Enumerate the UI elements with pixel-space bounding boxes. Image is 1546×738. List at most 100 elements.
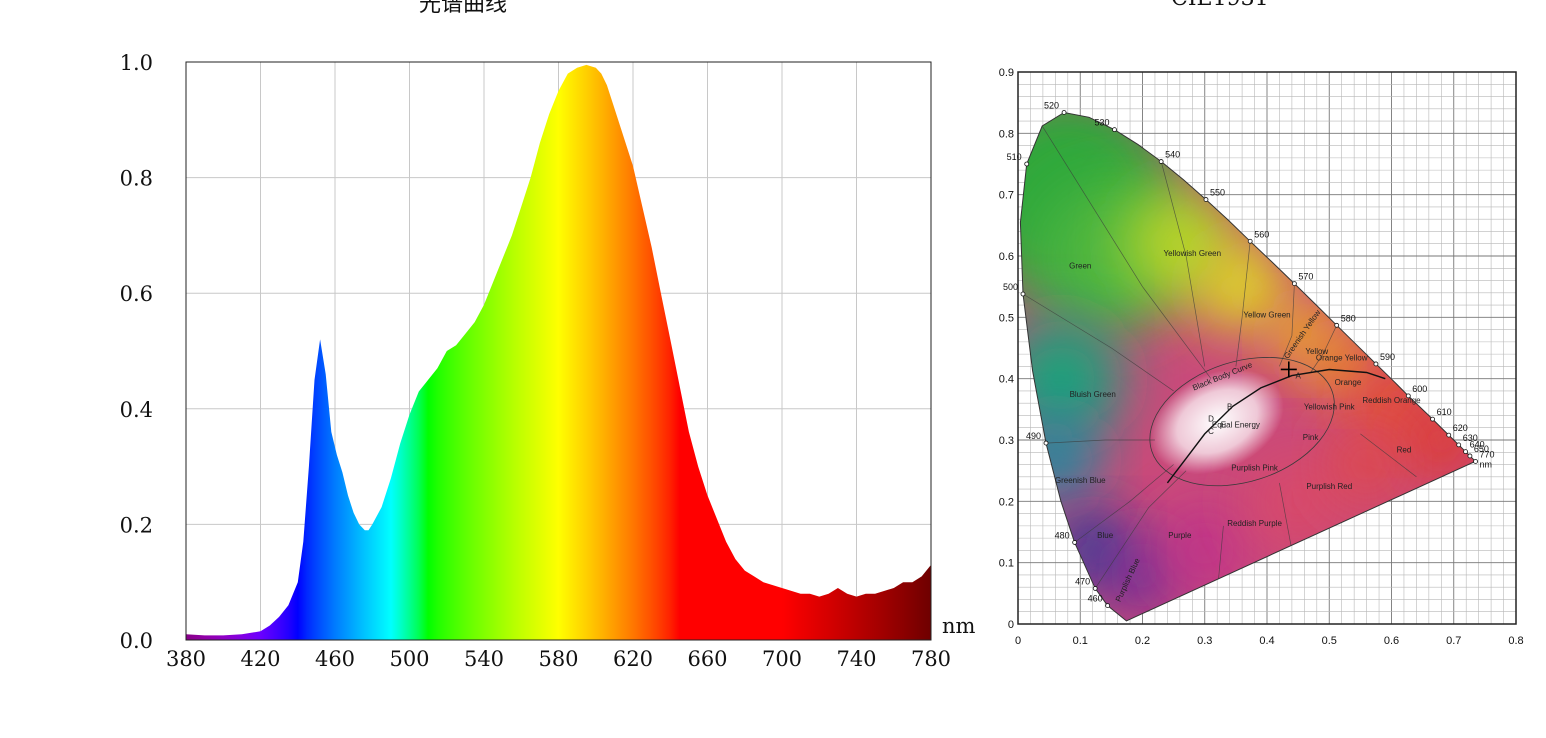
- cie-locus-dot: [1463, 449, 1468, 455]
- spectrum-plot-frame: [185, 61, 932, 641]
- cie-locus-dot: [1092, 586, 1098, 591]
- spectrum-y-tick-label: 0.8: [120, 167, 153, 191]
- cie-region-boundary: [1041, 125, 1212, 379]
- cie-region-label: Equal Energy: [1212, 421, 1260, 430]
- cie-wavelength-label: 520: [1044, 100, 1059, 110]
- cie-y-tick-label: 0.3: [999, 435, 1014, 447]
- cie-locus-dot: [1334, 322, 1340, 328]
- cie-locus-dot: [1467, 453, 1473, 459]
- cie-wavelength-label: 480: [1055, 530, 1070, 540]
- cie-locus-unit: nm: [1480, 459, 1493, 469]
- spectrum-chart: 380 420 460 500 540 580 620 660 700 740 780 0.0 0.2…: [120, 51, 976, 671]
- cie-locus-dot: [1203, 197, 1209, 202]
- cie-locus-dot: [1061, 110, 1067, 115]
- cie-locus-dot: [1024, 161, 1030, 167]
- cie-region-boundary: [1310, 325, 1338, 373]
- cie-locus-dot: [1158, 159, 1164, 164]
- cie-locus-dot: [1072, 540, 1078, 545]
- cie-wavelength-label: 640: [1470, 440, 1485, 450]
- cie-locus-dot: [1456, 442, 1462, 448]
- cie-wavelength-label: 490: [1026, 431, 1041, 441]
- cie-region-label: Orange: [1335, 378, 1362, 387]
- cie-y-tick-label: 0.9: [999, 67, 1014, 79]
- cie-x-tick-label: 0.8: [1508, 635, 1523, 647]
- spectrum-x-tick-label: 660: [687, 647, 727, 671]
- spectrum-x-ticks: 380 420 460 500 540 580 620 660 700 740 780: [166, 647, 951, 671]
- spectrum-x-tick-label: 620: [613, 647, 653, 671]
- spectrum-y-tick-label: 0.4: [120, 398, 153, 422]
- cie-region-boundary: [1022, 293, 1174, 392]
- cie-wavelength-label: 590: [1380, 352, 1395, 362]
- cie-locus-dot: [1112, 127, 1117, 133]
- cie-wavelength-label: 460: [1088, 594, 1103, 604]
- cie-wavelength-label: 470: [1075, 576, 1090, 586]
- spectrum-y-tick-label: 0.6: [120, 282, 153, 306]
- cie-region-label: Reddish Orange: [1362, 396, 1421, 405]
- cie-y-tick-label: 0.8: [999, 128, 1014, 140]
- cie-color-blob: [1329, 427, 1404, 502]
- cie-wavelength-label: 530: [1094, 118, 1109, 128]
- cie-region-label: D: [1208, 415, 1214, 424]
- cie-region-boundary: [1360, 433, 1417, 478]
- cie-marked-point: [1280, 361, 1297, 378]
- cie-color-blob: [1310, 335, 1373, 398]
- spectrum-x-tick-label: 780: [911, 647, 951, 671]
- cie-region-label: Yellowish Pink: [1304, 402, 1356, 411]
- cie-wavelength-label: 610: [1437, 407, 1452, 417]
- cie-y-tick-label: 0.1: [999, 558, 1014, 570]
- cie-color-fill: [1020, 112, 1476, 621]
- cie-region-boundary: [1279, 283, 1295, 367]
- cie-locus-dot: [1430, 416, 1435, 422]
- cie-region-label: Blue: [1097, 531, 1114, 540]
- spectrum-x-tick-label: 700: [762, 647, 802, 671]
- cie-locus-dot: [1373, 361, 1379, 367]
- cie-y-ticks: 0 0.1 0.2 0.3 0.4 0.5 0.6 0.7 0.8 0.9: [999, 67, 1014, 631]
- cie-title: CIE1931: [1171, 0, 1269, 11]
- spectrum-x-unit: nm: [942, 614, 976, 638]
- cie-color-blob: [1248, 451, 1348, 552]
- cie-wavelength-label: 770: [1480, 449, 1495, 459]
- cie-color-blob: [1105, 537, 1180, 613]
- cie-wavelength-label: 510: [1007, 152, 1022, 162]
- cie-x-tick-label: 0.6: [1384, 635, 1399, 647]
- cie-region-boundary: [1094, 470, 1187, 589]
- cie-wavelength-label: 540: [1165, 150, 1180, 160]
- cie-x-tick-label: 0.2: [1135, 635, 1150, 647]
- cie-locus-dot: [1020, 291, 1026, 297]
- cie-region-boundary: [1045, 439, 1155, 444]
- spectrum-y-tick-label: 1.0: [120, 51, 153, 75]
- spectrum-y-tick-label: 0.2: [120, 513, 153, 537]
- cie-color-blob: [1198, 243, 1286, 331]
- spectrum-y-tick-label: 0.0: [120, 629, 153, 653]
- cie-locus-dot: [1247, 238, 1253, 244]
- cie-region-label: Green: [1069, 261, 1091, 270]
- cie-y-tick-label: 0.7: [999, 190, 1014, 202]
- cie-x-tick-label: 0.4: [1259, 635, 1274, 647]
- cie-plot-frame: [1017, 71, 1517, 625]
- cie-wavelength-labels: 460 470 480 490 500 510 520 530 540 550 560 570 580 5…: [1003, 100, 1495, 608]
- cie-x-tick-label: 0.7: [1446, 635, 1461, 647]
- cie-y-tick-label: 0: [1008, 619, 1014, 631]
- cie-chart: 460 470 480 490 500 510 520 530 540 550 560 570 580 5…: [999, 67, 1524, 647]
- cie-region-label: Purple: [1168, 531, 1192, 540]
- cie-x-tick-label: 0.5: [1322, 635, 1337, 647]
- cie-region-label: B: [1227, 402, 1232, 411]
- cie-y-tick-label: 0.5: [999, 312, 1014, 324]
- cie-locus-dot: [1405, 393, 1411, 399]
- spectrum-x-tick-label: 740: [836, 647, 876, 671]
- cie-locus-dot: [1043, 440, 1049, 446]
- cie-x-tick-label: 0.1: [1073, 635, 1088, 647]
- cie-wavelength-label: 570: [1298, 272, 1313, 282]
- cie-wavelength-label: 600: [1412, 384, 1427, 394]
- spectrum-y-ticks: 0.0 0.2 0.4 0.6 0.8 1.0: [120, 51, 153, 653]
- spectrum-x-tick-label: 420: [240, 647, 280, 671]
- cie-y-tick-label: 0.6: [999, 251, 1014, 263]
- cie-region-label: A: [1295, 372, 1301, 381]
- cie-locus-dot: [1446, 432, 1452, 438]
- cie-color-blob: [1161, 506, 1249, 594]
- cie-x-tick-label: 0: [1015, 635, 1021, 647]
- cie-region-boundary: [1074, 464, 1174, 543]
- spectrum-x-tick-label: 460: [315, 647, 355, 671]
- cie-wavelength-label: 630: [1463, 433, 1478, 443]
- cie-wavelength-label: 550: [1210, 188, 1225, 198]
